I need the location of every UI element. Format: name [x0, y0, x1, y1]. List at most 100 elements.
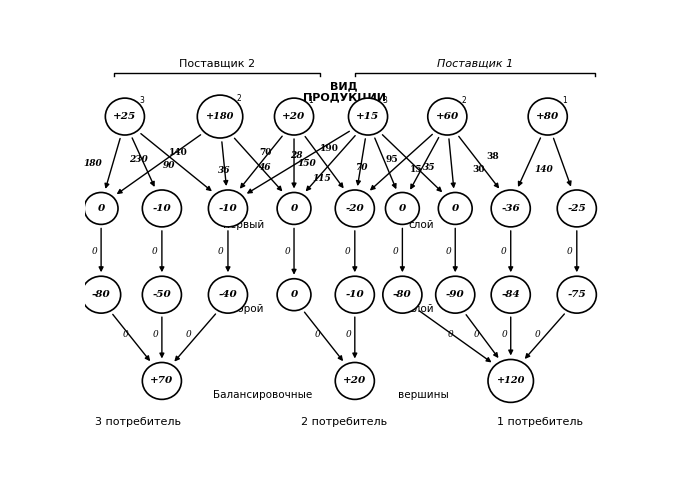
Ellipse shape: [277, 279, 311, 311]
Text: 38: 38: [486, 152, 499, 161]
Text: -80: -80: [92, 290, 110, 299]
Text: 0: 0: [567, 247, 573, 256]
Text: -75: -75: [567, 290, 586, 299]
Text: 0: 0: [535, 330, 540, 338]
Text: 0: 0: [218, 247, 224, 256]
Text: 0: 0: [501, 330, 507, 338]
Text: -25: -25: [567, 204, 586, 213]
Text: -80: -80: [393, 290, 412, 299]
Text: -10: -10: [153, 204, 171, 213]
Text: 0: 0: [284, 247, 290, 256]
Ellipse shape: [84, 192, 118, 225]
Ellipse shape: [143, 362, 181, 399]
Ellipse shape: [274, 98, 314, 135]
Text: 0: 0: [474, 330, 479, 338]
Text: 1: 1: [562, 96, 567, 105]
Ellipse shape: [105, 98, 145, 135]
Text: 0: 0: [447, 330, 453, 338]
Text: 1 потребитель: 1 потребитель: [496, 417, 583, 427]
Text: +180: +180: [206, 112, 234, 121]
Ellipse shape: [336, 190, 374, 227]
Ellipse shape: [349, 98, 387, 135]
Ellipse shape: [383, 276, 422, 313]
Text: 0: 0: [186, 330, 192, 338]
Ellipse shape: [488, 359, 533, 402]
Text: первый: первый: [223, 220, 265, 230]
Text: 190: 190: [320, 144, 339, 153]
Text: 230: 230: [129, 155, 147, 164]
Text: 36: 36: [218, 167, 230, 175]
Text: -36: -36: [501, 204, 520, 213]
Text: 0: 0: [346, 330, 351, 338]
Text: 115: 115: [312, 174, 331, 183]
Text: ВИД
ПРОДУКЦИИ: ВИД ПРОДУКЦИИ: [303, 81, 386, 103]
Text: 2 потребитель: 2 потребитель: [301, 417, 387, 427]
Text: +60: +60: [436, 112, 459, 121]
Ellipse shape: [528, 98, 567, 135]
Text: слой: слой: [408, 220, 434, 230]
Text: 3 потребитель: 3 потребитель: [95, 417, 181, 427]
Text: 70: 70: [258, 149, 271, 157]
Ellipse shape: [336, 362, 374, 399]
Text: второй: второй: [224, 304, 263, 314]
Text: -10: -10: [219, 204, 237, 213]
Ellipse shape: [557, 276, 596, 313]
Text: -20: -20: [346, 204, 364, 213]
Ellipse shape: [209, 190, 248, 227]
Text: 140: 140: [168, 148, 187, 157]
Text: 30: 30: [473, 165, 486, 173]
Ellipse shape: [385, 192, 419, 225]
Text: 0: 0: [291, 290, 297, 299]
Ellipse shape: [557, 190, 596, 227]
Text: 2: 2: [462, 96, 466, 105]
Ellipse shape: [439, 192, 472, 225]
Text: 3: 3: [139, 96, 144, 105]
Text: +25: +25: [113, 112, 136, 121]
Ellipse shape: [143, 276, 181, 313]
Text: +80: +80: [536, 112, 559, 121]
Text: 0: 0: [315, 330, 321, 338]
Text: 0: 0: [399, 204, 406, 213]
Text: 140: 140: [535, 165, 553, 173]
Ellipse shape: [491, 276, 531, 313]
Text: 0: 0: [451, 204, 459, 213]
Text: -90: -90: [446, 290, 464, 299]
Ellipse shape: [436, 276, 475, 313]
Text: 0: 0: [152, 247, 158, 256]
Ellipse shape: [209, 276, 248, 313]
Text: 0: 0: [91, 247, 97, 256]
Ellipse shape: [491, 190, 531, 227]
Text: 0: 0: [98, 204, 105, 213]
Text: 46: 46: [258, 163, 271, 172]
Ellipse shape: [277, 192, 311, 225]
Text: 0: 0: [122, 330, 128, 338]
Ellipse shape: [336, 276, 374, 313]
Text: 90: 90: [162, 161, 175, 170]
Text: 0: 0: [291, 204, 297, 213]
Text: 0: 0: [393, 247, 398, 256]
Text: +70: +70: [150, 376, 173, 385]
Text: 0: 0: [153, 330, 158, 338]
Text: Поставщик 1: Поставщик 1: [437, 59, 513, 69]
Text: +20: +20: [343, 376, 366, 385]
Text: 70: 70: [355, 164, 368, 172]
Text: -40: -40: [219, 290, 237, 299]
Text: 95: 95: [385, 155, 398, 164]
Text: -50: -50: [153, 290, 171, 299]
Text: Балансировочные: Балансировочные: [213, 390, 312, 400]
Ellipse shape: [143, 190, 181, 227]
Text: 1: 1: [308, 96, 313, 105]
Text: -84: -84: [501, 290, 520, 299]
Text: 35: 35: [423, 163, 435, 172]
Text: вершины: вершины: [398, 390, 449, 400]
Text: 0: 0: [445, 247, 451, 256]
Ellipse shape: [197, 95, 243, 138]
Text: 0: 0: [501, 247, 507, 256]
Text: +20: +20: [282, 112, 306, 121]
Text: 15: 15: [410, 165, 422, 173]
Text: Поставщик 2: Поставщик 2: [179, 59, 256, 69]
Text: 2: 2: [237, 94, 241, 103]
Text: -10: -10: [346, 290, 364, 299]
Text: 0: 0: [345, 247, 351, 256]
Text: 3: 3: [382, 96, 387, 105]
